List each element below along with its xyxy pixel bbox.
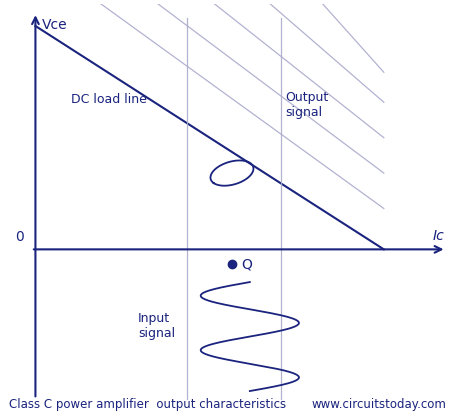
Text: Class C power amplifier  output characteristics: Class C power amplifier output character…: [9, 398, 286, 411]
Text: Input
signal: Input signal: [138, 311, 175, 340]
Text: DC load line: DC load line: [71, 93, 147, 106]
Text: www.circuitstoday.com: www.circuitstoday.com: [311, 398, 446, 411]
Text: Ic: Ic: [432, 229, 444, 243]
Text: Vce: Vce: [42, 18, 68, 32]
Text: Q: Q: [241, 257, 252, 271]
Text: Output
signal: Output signal: [286, 91, 329, 119]
Text: 0: 0: [15, 230, 24, 244]
